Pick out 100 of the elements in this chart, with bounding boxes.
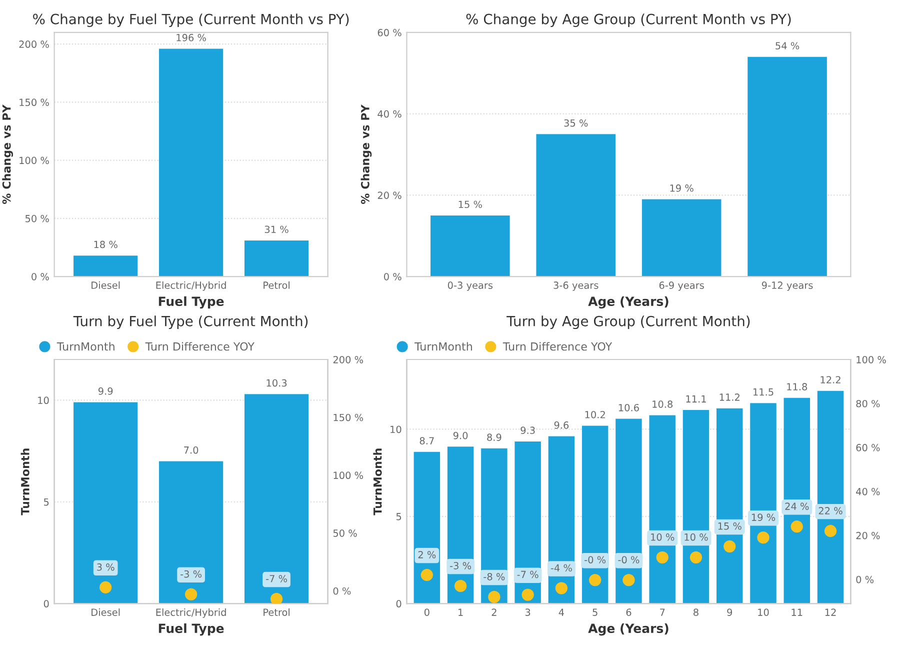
data-label: 9.3 (520, 426, 535, 434)
bar (430, 216, 510, 277)
y-axis-title: TurnMonth (20, 448, 30, 516)
data-label: 35 % (564, 119, 588, 127)
data-label: 10.8 (652, 400, 673, 408)
data-label: 19 % (752, 514, 776, 521)
data-label: 3 % (97, 563, 114, 571)
y-tick-label: 50 % (25, 214, 49, 222)
x-axis-title: Fuel Type (158, 296, 224, 309)
y-axis-title: % Change vs PY (2, 104, 13, 204)
y2-tick-label: 20 % (856, 532, 880, 540)
data-label: 7.0 (184, 446, 198, 454)
y-tick-label: 150 % (20, 98, 49, 106)
x-tick-label: 0 (424, 608, 430, 616)
point (824, 524, 837, 538)
data-label: -0 % (618, 556, 640, 564)
data-label: 9.9 (98, 387, 113, 395)
point (622, 574, 635, 586)
legend-label: TurnMonth (414, 342, 472, 351)
bar (642, 199, 722, 277)
x-tick-label: 8 (694, 608, 698, 616)
data-label: 19 % (670, 184, 694, 192)
data-label: 8.9 (487, 434, 502, 441)
x-tick-label: 3-6 years (554, 282, 598, 291)
y-tick-label: 0 (44, 600, 49, 608)
y-tick-label: 100 % (20, 156, 49, 164)
y-axis-title: TurnMonth (373, 448, 382, 516)
y2-tick-label: 80 % (856, 400, 880, 408)
data-label: -8 % (484, 572, 505, 580)
x-tick-label: 2 (492, 608, 496, 616)
bar (582, 426, 608, 604)
chart-title: % Change by Age Group (Current Month vs PY) (466, 14, 791, 28)
legend-label: Turn Difference YOY (145, 342, 255, 351)
data-label: 15 % (458, 200, 482, 208)
y-axis-title: % Change vs PY (360, 104, 372, 204)
data-label: 11.2 (720, 394, 740, 401)
point (757, 532, 770, 544)
x-tick-label: 1 (458, 608, 463, 616)
point (454, 580, 467, 592)
data-label: 10 % (651, 533, 674, 541)
y-tick-label: 200 % (19, 40, 49, 48)
data-label: 10 % (684, 533, 708, 541)
y-tick-label: 60 % (378, 28, 402, 36)
point (589, 574, 602, 586)
y2-tick-label: 50 % (333, 529, 357, 537)
data-label: 11.1 (686, 395, 706, 402)
chart-title: Turn by Age Group (Current Month) (506, 316, 750, 330)
x-tick-label: 6 (626, 608, 632, 616)
point (790, 520, 803, 533)
data-label: 15 % (718, 522, 742, 530)
bar (244, 394, 309, 604)
y-tick-label: 10 (38, 396, 49, 404)
y2-tick-label: 100 % (856, 356, 886, 364)
bar (616, 418, 642, 604)
point (522, 588, 534, 601)
point (420, 568, 433, 582)
data-label: 196 % (176, 34, 206, 42)
x-tick-label: 11 (792, 608, 802, 616)
y-tick-label: 5 (44, 498, 49, 506)
y-tick-label: 0 (396, 600, 402, 608)
point (555, 582, 568, 594)
chart-title: Turn by Fuel Type (Current Month) (73, 316, 308, 330)
x-axis-title: Fuel Type (158, 623, 224, 636)
y2-tick-label: 100 % (334, 472, 364, 480)
data-label: 11.5 (753, 388, 774, 396)
x-axis-title: Age (Years) (588, 623, 668, 636)
data-label: -3 % (450, 562, 472, 570)
data-label: 9.6 (554, 421, 569, 429)
x-tick-label: 10 (758, 608, 769, 616)
bar (74, 256, 138, 277)
y-tick-label: 0 % (384, 272, 402, 280)
x-tick-label: Petrol (264, 608, 290, 616)
data-label: 10.6 (618, 404, 639, 412)
y-tick-label: 20 % (378, 192, 402, 199)
x-tick-label: 5 (592, 608, 598, 616)
x-tick-label: 6-9 years (659, 282, 704, 291)
x-tick-label: Electric/Hybrid (156, 608, 226, 618)
data-label: 2 % (418, 551, 436, 558)
data-label: 10.3 (266, 379, 287, 387)
x-tick-label: 9-12 years (762, 282, 813, 291)
bar (159, 461, 224, 604)
data-label: 8.7 (420, 437, 434, 444)
bar (748, 56, 827, 277)
x-tick-label: 3 (525, 608, 530, 616)
y-tick-label: 5 (396, 513, 402, 520)
x-tick-label: 9 (727, 608, 732, 616)
x-tick-label: Diesel (92, 281, 120, 289)
bar (447, 446, 474, 604)
data-label: -7 % (266, 574, 288, 582)
bar (159, 48, 224, 277)
data-label: 18 % (94, 240, 118, 248)
y-tick-label: 10 (390, 426, 402, 434)
x-tick-label: 12 (825, 608, 836, 616)
bar (244, 240, 309, 277)
data-label: -3 % (180, 570, 202, 578)
data-label: 10.2 (585, 410, 605, 418)
y-tick-label: 40 % (378, 110, 402, 118)
point (690, 551, 702, 564)
y2-tick-label: 200 % (333, 356, 364, 364)
data-label: 11.8 (787, 383, 808, 390)
